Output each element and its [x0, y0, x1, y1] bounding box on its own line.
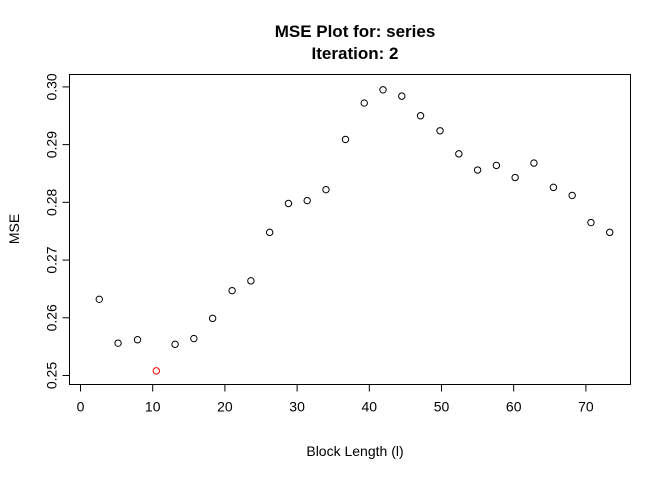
- data-point: [416, 112, 425, 120]
- chart-title: MSE Plot for: series: [275, 22, 436, 41]
- y-axis: 0.25 0.26 0.27 0.28 0.29 0.30: [44, 73, 70, 389]
- data-point: [208, 314, 217, 323]
- x-tick-label: 0: [77, 399, 85, 415]
- x-axis: 0 10 20 30 40 50 60 70: [77, 384, 594, 415]
- data-point: [455, 150, 463, 158]
- data-point: [587, 218, 595, 227]
- y-tick-label: 0.28: [44, 189, 60, 216]
- x-tick-label: 40: [362, 399, 378, 415]
- data-point: [379, 86, 387, 94]
- chart-subtitle: Iteration: 2: [312, 44, 399, 63]
- data-point: [228, 286, 236, 295]
- data-point: [360, 99, 368, 107]
- data-point: [473, 166, 482, 174]
- data-point: [322, 185, 330, 194]
- x-tick-label: 50: [434, 399, 450, 415]
- x-axis-label: Block Length (l): [306, 443, 403, 459]
- x-tick-label: 60: [506, 399, 522, 415]
- data-point: [530, 159, 538, 167]
- y-tick-label: 0.27: [44, 246, 60, 273]
- data-point: [190, 334, 198, 343]
- y-tick-label: 0.25: [44, 362, 60, 389]
- data-point: [284, 199, 293, 208]
- data-points: [95, 86, 614, 375]
- data-point: [549, 183, 558, 192]
- data-point: [568, 191, 576, 200]
- x-tick-label: 70: [578, 399, 594, 415]
- data-point: [247, 277, 255, 285]
- data-point: [511, 173, 519, 182]
- data-point: [303, 196, 311, 205]
- data-point: [171, 340, 179, 349]
- y-tick-label: 0.30: [44, 73, 60, 100]
- x-tick-label: 10: [145, 399, 161, 415]
- data-point: [265, 228, 274, 237]
- y-tick-label: 0.26: [44, 304, 60, 331]
- y-tick-label: 0.29: [44, 131, 60, 158]
- y-axis-label: MSE: [6, 214, 22, 244]
- data-point: [398, 92, 406, 100]
- data-point: [341, 135, 350, 144]
- x-tick-label: 30: [289, 399, 305, 415]
- highlighted-data-point: [152, 367, 161, 375]
- data-point: [606, 228, 614, 237]
- plot-frame: [69, 74, 631, 385]
- data-point: [95, 295, 103, 304]
- data-point: [492, 161, 501, 170]
- x-tick-label: 20: [217, 399, 233, 415]
- data-point: [133, 336, 142, 344]
- data-point: [436, 127, 444, 135]
- data-point: [114, 339, 122, 347]
